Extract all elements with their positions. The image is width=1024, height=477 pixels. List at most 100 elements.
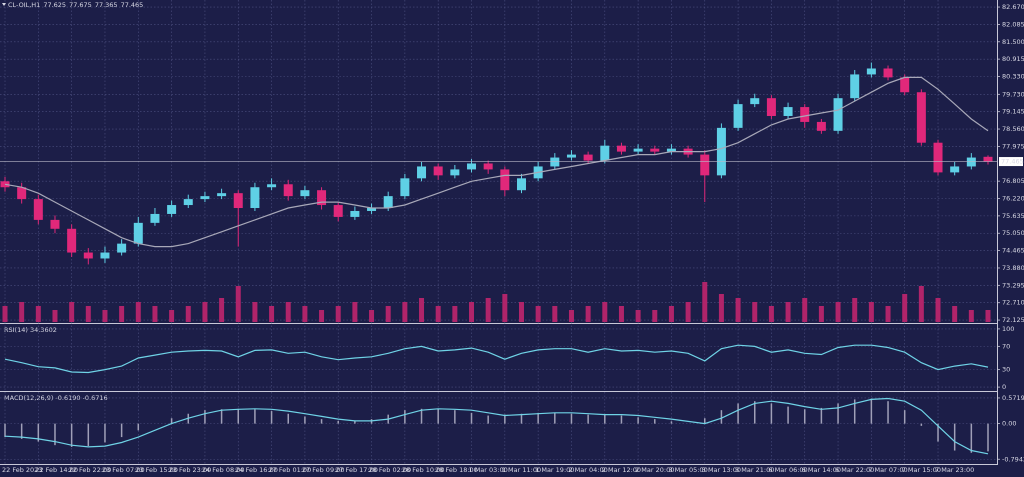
x-tick-label: 7 Mar 15:00 bbox=[902, 466, 941, 474]
x-tick-label: 22 Feb 14:00 bbox=[35, 466, 78, 474]
candle-body bbox=[50, 219, 60, 229]
volume-bar bbox=[185, 306, 191, 322]
volume-bar bbox=[518, 302, 524, 322]
x-tick-label: 2 Mar 12:00 bbox=[602, 466, 641, 474]
volume-bar bbox=[2, 306, 8, 322]
volume-bar bbox=[968, 310, 974, 322]
x-tick-label: 7 Mar 23:00 bbox=[935, 466, 974, 474]
volume-bar bbox=[219, 298, 225, 322]
x-tick-label: 2 Mar 04:00 bbox=[568, 466, 607, 474]
y-tick-label: 81.500 bbox=[1002, 38, 1024, 46]
candle-body bbox=[483, 163, 493, 170]
candle-body bbox=[133, 222, 143, 244]
volume-bar bbox=[718, 294, 724, 322]
volume-bar bbox=[119, 306, 125, 322]
y-tick-label: 73.880 bbox=[1002, 264, 1024, 272]
header-text: 77.465 bbox=[121, 1, 144, 9]
volume-bar bbox=[352, 302, 358, 322]
moving-average-line bbox=[4, 76, 989, 248]
volume-bar bbox=[302, 306, 308, 322]
candle-body bbox=[267, 184, 277, 188]
y-tick-label: 72.710 bbox=[1002, 299, 1024, 307]
volume-bar bbox=[952, 306, 958, 322]
candle-body bbox=[800, 107, 810, 122]
volume-bar bbox=[402, 302, 408, 322]
current-price-box bbox=[999, 157, 1023, 167]
volume-bar bbox=[668, 306, 674, 322]
candle-body bbox=[300, 190, 310, 197]
candle-body bbox=[217, 193, 227, 197]
x-tick-label: 6 Mar 06:00 bbox=[768, 466, 807, 474]
volume-bar bbox=[935, 298, 941, 322]
x-tick-label: 3 Mar 21:00 bbox=[735, 466, 774, 474]
y-tick-label: 77.975 bbox=[1002, 142, 1024, 150]
candle-body bbox=[950, 166, 960, 173]
header-text: 77.675 bbox=[69, 1, 92, 9]
candle-body bbox=[933, 142, 943, 173]
volume-bar bbox=[102, 310, 108, 322]
candle-body bbox=[583, 154, 593, 161]
volume-bar bbox=[285, 302, 291, 322]
candle-body bbox=[283, 184, 293, 197]
candle-body bbox=[666, 148, 676, 152]
volume-bar bbox=[602, 302, 608, 322]
y-tick-label: 73.295 bbox=[1002, 281, 1024, 289]
volume-bar bbox=[918, 286, 924, 322]
x-tick-label: 27 Feb 17:00 bbox=[335, 466, 378, 474]
volume-bar bbox=[252, 302, 258, 322]
volume-bar bbox=[235, 286, 241, 322]
x-tick-label: 22 Feb 2023 bbox=[2, 466, 42, 474]
candle-body bbox=[100, 252, 110, 259]
x-tick-label: 23 Feb 07:00 bbox=[102, 466, 145, 474]
candle-body bbox=[233, 193, 243, 209]
y-tick-label: 75.635 bbox=[1002, 212, 1024, 220]
x-tick-label: 2 Mar 20:00 bbox=[635, 466, 674, 474]
y-tick-label: 80.915 bbox=[1002, 55, 1024, 63]
volume-bar bbox=[152, 306, 158, 322]
candle-body bbox=[766, 98, 776, 116]
volume-bar bbox=[752, 302, 758, 322]
candle-body bbox=[716, 127, 726, 176]
candle-body bbox=[566, 154, 576, 158]
candle-body bbox=[33, 199, 43, 220]
volume-bar bbox=[985, 310, 991, 322]
volume-bar bbox=[52, 310, 58, 322]
current-price-label: 77.465 bbox=[1001, 158, 1024, 166]
x-tick-label: 27 Feb 01:00 bbox=[269, 466, 312, 474]
y-tick-label: 75.050 bbox=[1002, 229, 1024, 237]
candle-body bbox=[866, 68, 876, 75]
y-tick-label: 70 bbox=[1002, 342, 1010, 350]
volume-bar bbox=[435, 306, 441, 322]
y-tick-label: 0.5719 bbox=[1002, 394, 1024, 402]
volume-bar bbox=[635, 310, 641, 322]
y-tick-label: 72.125 bbox=[1002, 316, 1024, 324]
volume-bar bbox=[135, 302, 141, 322]
volume-bar bbox=[369, 310, 375, 322]
candle-body bbox=[833, 98, 843, 131]
x-tick-label: 24 Feb 08:00 bbox=[202, 466, 245, 474]
volume-bar bbox=[852, 298, 858, 322]
candle-body bbox=[400, 178, 410, 197]
volume-bar bbox=[85, 306, 91, 322]
header-text: CL-OIL,H1 bbox=[8, 1, 40, 9]
signal-line bbox=[4, 397, 989, 455]
candle-body bbox=[150, 213, 160, 223]
x-tick-label: 27 Feb 09:00 bbox=[302, 466, 345, 474]
y-tick-label: 79.145 bbox=[1002, 108, 1024, 116]
volume-bar bbox=[885, 306, 891, 322]
volume-bar bbox=[385, 306, 391, 322]
header-marker bbox=[2, 3, 6, 6]
y-tick-label: 76.805 bbox=[1002, 177, 1024, 185]
volume-bar bbox=[685, 302, 691, 322]
x-tick-label: 28 Feb 02:00 bbox=[369, 466, 412, 474]
y-tick-label: 78.560 bbox=[1002, 125, 1024, 133]
volume-bar bbox=[419, 298, 425, 322]
rsi-title: RSI(14) 34.3602 bbox=[4, 326, 57, 334]
x-tick-label: 1 Mar 03:00 bbox=[469, 466, 508, 474]
volume-bar bbox=[35, 306, 41, 322]
volume-bar bbox=[568, 310, 574, 322]
volume-bar bbox=[785, 302, 791, 322]
x-tick-label: 23 Feb 15:00 bbox=[135, 466, 178, 474]
y-tick-label: 100 bbox=[1002, 325, 1014, 333]
volume-bar bbox=[269, 306, 275, 322]
